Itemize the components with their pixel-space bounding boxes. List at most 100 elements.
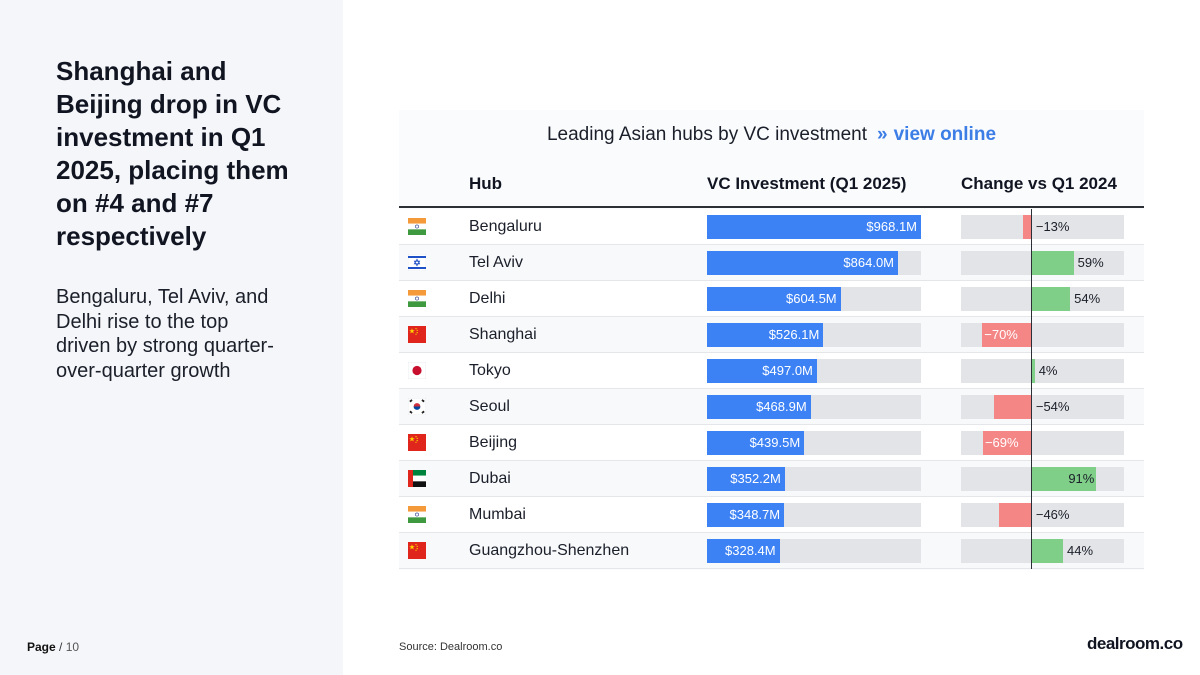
investment-bar-track: $864.0M — [707, 251, 921, 275]
investment-value-label: $348.7M — [729, 507, 781, 522]
chart-card: Leading Asian hubs by VC investment » vi… — [399, 110, 1144, 570]
investment-value-label: $968.1M — [866, 219, 917, 234]
change-value-label: −54% — [1035, 399, 1070, 414]
change-value-label: 4% — [1038, 363, 1058, 378]
investment-value-label: $468.9M — [756, 399, 807, 414]
change-bar-track — [961, 359, 1124, 383]
investment-bar — [707, 287, 841, 311]
table-row: Delhi $604.5M 54% — [399, 281, 1144, 317]
column-header-change: Change vs Q1 2024 — [961, 174, 1117, 193]
chart-title: Leading Asian hubs by VC investment — [546, 124, 868, 145]
hub-name: Mumbai — [469, 506, 526, 523]
israel-flag-icon — [407, 253, 427, 272]
china-flag-icon — [408, 542, 426, 559]
change-value-label: 59% — [1077, 255, 1104, 270]
change-bar-track — [961, 395, 1124, 419]
india-flag-icon — [408, 290, 426, 307]
investment-bar — [707, 251, 898, 275]
change-bar — [1031, 287, 1071, 311]
table-row: Mumbai $348.7M −46% — [399, 497, 1144, 533]
uae-flag-icon — [408, 470, 426, 487]
change-bar-track — [961, 287, 1124, 311]
change-value-label: 44% — [1067, 543, 1094, 558]
change-value-label: 91% — [1068, 471, 1095, 486]
change-bar-track — [961, 251, 1124, 275]
investment-bar-track: $468.9M — [707, 395, 921, 419]
chevron-right-icon: » — [877, 124, 888, 145]
investment-bar — [707, 539, 780, 563]
hub-name: Bengaluru — [469, 218, 542, 235]
left-panel: Shanghai and Beijing drop in VC investme… — [0, 0, 343, 675]
investment-bar — [707, 323, 824, 347]
investment-bar-track: $348.7M — [707, 503, 921, 527]
page-label: Page — [27, 640, 56, 654]
japan-flag-icon — [407, 361, 427, 380]
change-bar-track — [961, 431, 1124, 455]
india-flag-icon — [408, 506, 426, 523]
hub-name: Guangzhou-Shenzhen — [469, 542, 630, 559]
table-row: Dubai $352.2M 91% — [399, 461, 1144, 497]
source-note: Source: Dealroom.co — [399, 641, 503, 653]
change-bar — [982, 431, 1032, 455]
change-bar-track — [961, 323, 1124, 347]
investment-bar-track: $526.1M — [707, 323, 921, 347]
change-value-label: 54% — [1074, 291, 1101, 306]
investment-bar-track: $328.4M — [707, 539, 921, 563]
investment-bar-track: $497.0M — [707, 359, 921, 383]
change-value-label: −69% — [984, 435, 1019, 450]
hub-name: Tel Aviv — [469, 254, 523, 271]
south-korea-flag-icon — [407, 397, 427, 416]
investment-bar — [707, 431, 805, 455]
page-number: Page / 10 — [27, 640, 79, 654]
hub-name: Shanghai — [469, 326, 537, 343]
investment-value-label: $497.0M — [762, 363, 813, 378]
investment-bar-track: $968.1M — [707, 215, 921, 239]
column-header-investment: VC Investment (Q1 2025) — [707, 174, 907, 193]
table-row: Tel Aviv $864.0M 59% — [399, 245, 1144, 281]
header-divider — [399, 206, 1144, 208]
table-row: Tokyo $497.0M 4% — [399, 353, 1144, 389]
change-bar — [1031, 251, 1074, 275]
change-bar — [999, 503, 1032, 527]
investment-value-label: $604.5M — [786, 291, 837, 306]
investment-bar-track: $439.5M — [707, 431, 921, 455]
investment-value-label: $439.5M — [749, 435, 801, 450]
change-bar — [1031, 539, 1064, 563]
investment-value-label: $328.4M — [725, 543, 776, 558]
investment-value-label: $352.2M — [730, 471, 781, 486]
investment-bar — [707, 467, 785, 491]
change-bar — [982, 323, 1032, 347]
china-flag-icon — [408, 434, 426, 451]
change-bar — [1031, 467, 1097, 491]
table-row: Seoul $468.9M −54% — [399, 389, 1144, 425]
change-bar-track — [961, 539, 1124, 563]
investment-bar-track: $604.5M — [707, 287, 921, 311]
investment-bar — [707, 503, 785, 527]
change-bar — [1022, 215, 1032, 239]
slide-subtext: Bengaluru, Tel Aviv, and Delhi rise to t… — [56, 286, 274, 382]
view-online-link[interactable]: view online — [893, 124, 997, 145]
table-row: Bengaluru $968.1M −13% — [399, 209, 1144, 245]
change-value-label: −46% — [1035, 507, 1070, 522]
investment-value-label: $526.1M — [768, 327, 820, 342]
table-row: Guangzhou-Shenzhen $328.4M 44% — [399, 533, 1144, 569]
investment-bar — [707, 359, 817, 383]
page-total: 10 — [65, 640, 80, 654]
investment-bar-track: $352.2M — [707, 467, 921, 491]
table-body: Bengaluru $968.1M −13% Tel Aviv $864.0M 59% De… — [399, 209, 1144, 569]
hub-name: Tokyo — [469, 362, 511, 379]
hub-name: Seoul — [469, 398, 510, 415]
investment-bar — [707, 395, 811, 419]
change-bar-track — [961, 503, 1124, 527]
change-bar-track — [961, 467, 1124, 491]
change-value-label: −13% — [1035, 219, 1070, 234]
table-row: Shanghai $526.1M −70% — [399, 317, 1144, 353]
dealroom-logo: dealroom.co — [1087, 634, 1183, 653]
india-flag-icon — [408, 218, 426, 235]
change-bar-track — [961, 215, 1124, 239]
change-bar — [993, 395, 1032, 419]
investment-bar — [707, 215, 921, 239]
change-bar — [1031, 359, 1035, 383]
hub-name: Delhi — [469, 290, 506, 307]
hub-name: Dubai — [469, 470, 511, 487]
